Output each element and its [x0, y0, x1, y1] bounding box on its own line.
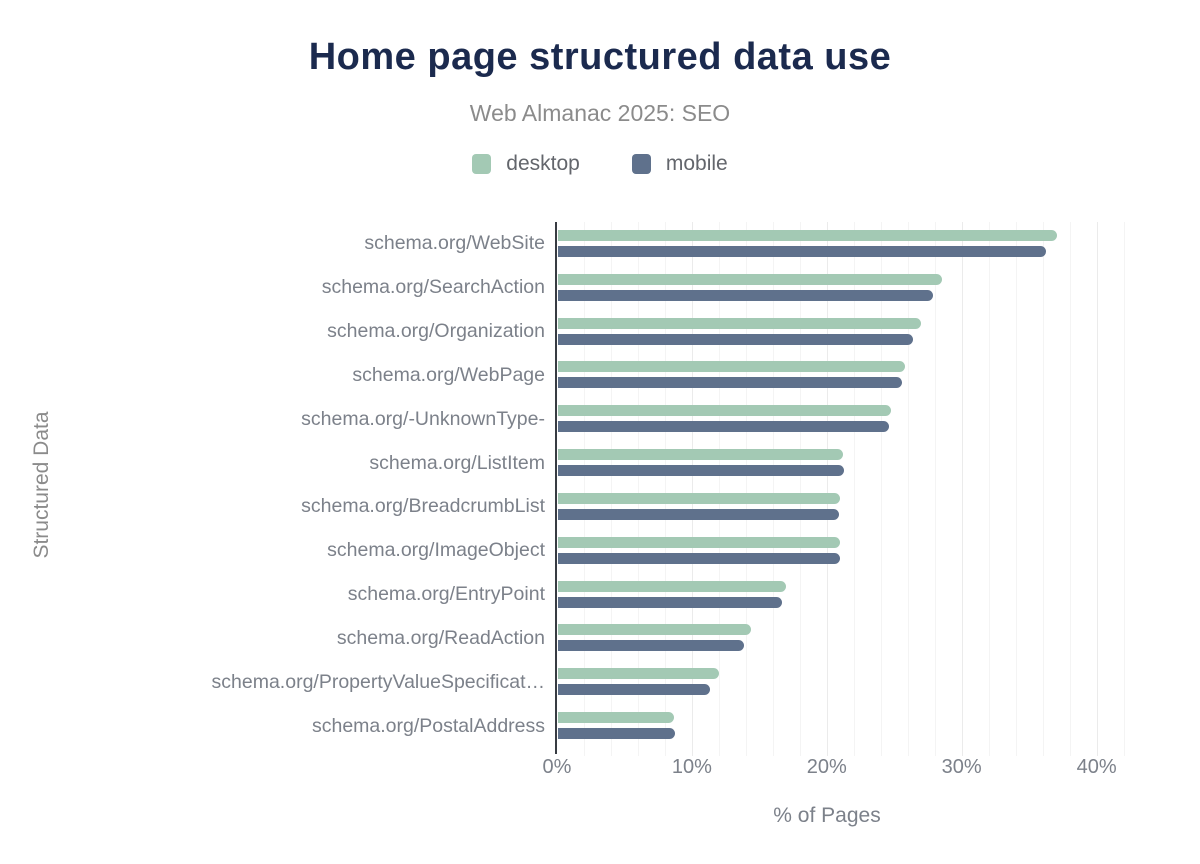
- category-label: schema.org/-UnknownType-: [301, 407, 545, 430]
- minor-gridline: [988, 222, 990, 756]
- mobile-bar: [558, 552, 840, 564]
- category-label: schema.org/WebSite: [364, 232, 545, 255]
- minor-gridline: [799, 222, 801, 756]
- desktop-bar: [558, 712, 674, 724]
- desktop-bar: [558, 317, 921, 329]
- x-axis-title: % of Pages: [773, 804, 881, 827]
- bar-row: schema.org/WebPage: [0, 353, 1124, 397]
- category-label: schema.org/SearchAction: [321, 276, 545, 299]
- bar-row: schema.org/-UnknownType-: [0, 397, 1124, 441]
- chart-subtitle: Web Almanac 2025: SEO: [469, 100, 731, 126]
- bar-row: schema.org/WebSite: [0, 222, 1124, 266]
- x-tick-label: 10%: [671, 756, 712, 778]
- legend-item-mobile: mobile: [631, 152, 728, 176]
- mobile-bar: [558, 728, 676, 740]
- desktop-bar: [558, 580, 786, 592]
- minor-gridline: [934, 222, 936, 756]
- legend-item-desktop: desktop: [472, 152, 580, 176]
- desktop-bar: [558, 536, 840, 548]
- bar-row: schema.org/ListItem: [0, 441, 1124, 485]
- minor-gridline: [637, 222, 639, 756]
- chart-title: Home page structured data use: [308, 36, 892, 78]
- major-gridline: [1096, 222, 1098, 756]
- minor-gridline: [718, 222, 720, 756]
- legend: desktop mobile: [0, 152, 1200, 176]
- desktop-bar: [558, 361, 905, 373]
- mobile-bar: [558, 684, 711, 696]
- mobile-bar: [558, 508, 839, 520]
- mobile-bar: [558, 596, 782, 608]
- mobile-bar: [558, 289, 934, 301]
- bar-row: schema.org/Organization: [0, 310, 1124, 354]
- minor-gridline: [1069, 222, 1071, 756]
- plot-gridlines: [557, 222, 1125, 756]
- minor-gridline: [664, 222, 666, 756]
- category-label: schema.org/ImageObject: [327, 539, 545, 562]
- x-tick-label: 0%: [542, 756, 572, 778]
- x-tick-label: 30%: [941, 756, 982, 778]
- category-label: schema.org/PropertyValueSpecificat…: [211, 670, 545, 693]
- bar-row: schema.org/PropertyValueSpecificat…: [0, 660, 1124, 704]
- major-gridline: [691, 222, 693, 756]
- desktop-legend-swatch-icon: [472, 154, 492, 174]
- minor-gridline: [853, 222, 855, 756]
- bar-row: schema.org/SearchAction: [0, 266, 1124, 310]
- category-label: schema.org/BreadcrumbList: [301, 495, 545, 518]
- mobile-bar: [558, 333, 913, 345]
- bar-row: schema.org/ReadAction: [0, 616, 1124, 660]
- minor-gridline: [1123, 222, 1125, 756]
- y-axis-line: [555, 222, 557, 754]
- minor-gridline: [772, 222, 774, 756]
- x-tick-label: 40%: [1076, 756, 1117, 778]
- category-label: schema.org/WebPage: [352, 363, 545, 386]
- desktop-bar: [558, 230, 1058, 241]
- desktop-bar: [558, 273, 943, 285]
- minor-gridline: [745, 222, 747, 756]
- mobile-bar: [558, 246, 1047, 257]
- minor-gridline: [880, 222, 882, 756]
- mobile-bar: [558, 421, 889, 433]
- bar-rows: schema.org/WebSite schema.org/SearchActio…: [0, 222, 1124, 748]
- mobile-bar: [558, 465, 844, 477]
- legend-label: desktop: [506, 152, 580, 175]
- category-label: schema.org/EntryPoint: [347, 583, 545, 606]
- x-tick-label: 20%: [806, 756, 847, 778]
- desktop-bar: [558, 668, 719, 680]
- bar-row: schema.org/EntryPoint: [0, 573, 1124, 617]
- major-gridline: [826, 222, 828, 756]
- minor-gridline: [583, 222, 585, 756]
- major-gridline: [961, 222, 963, 756]
- mobile-legend-swatch-icon: [631, 154, 651, 174]
- minor-gridline: [907, 222, 909, 756]
- minor-gridline: [1042, 222, 1044, 756]
- x-axis-tick-labels: 0% 10% 20% 30% 40%: [543, 756, 1124, 782]
- bar-row: schema.org/BreadcrumbList: [0, 485, 1124, 529]
- desktop-bar: [558, 449, 843, 461]
- mobile-bar: [558, 640, 745, 652]
- minor-gridline: [1015, 222, 1017, 756]
- y-axis-title: Structured Data: [30, 411, 53, 559]
- category-label: schema.org/Organization: [327, 320, 545, 343]
- minor-gridline: [610, 222, 612, 756]
- category-label: schema.org/ReadAction: [336, 626, 545, 649]
- bar-row: schema.org/PostalAddress: [0, 704, 1124, 748]
- bar-row: schema.org/ImageObject: [0, 529, 1124, 573]
- mobile-bar: [558, 377, 902, 389]
- category-label: schema.org/ListItem: [369, 451, 545, 474]
- desktop-bar: [558, 492, 840, 504]
- desktop-bar: [558, 405, 892, 417]
- legend-label: mobile: [665, 152, 728, 175]
- category-label: schema.org/PostalAddress: [311, 714, 545, 737]
- desktop-bar: [558, 624, 751, 636]
